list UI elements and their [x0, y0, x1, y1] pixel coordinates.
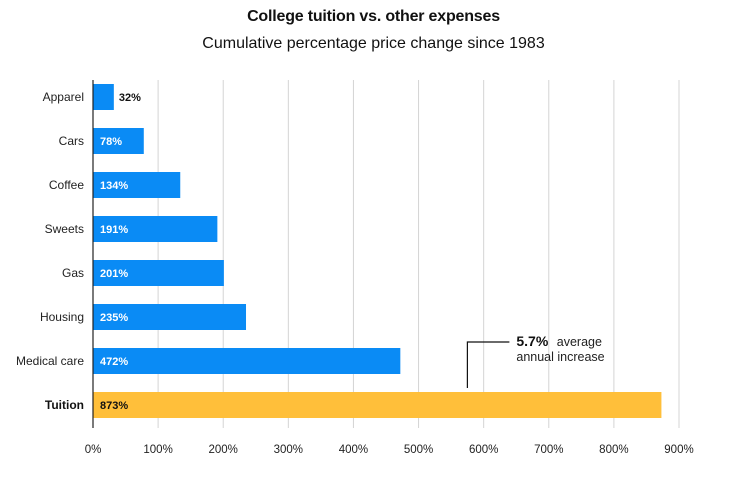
annotation: 5.7% average annual increase	[466, 333, 605, 388]
category-label: Gas	[62, 266, 84, 280]
bar	[93, 392, 662, 418]
category-label: Medical care	[16, 354, 84, 368]
x-tick-label: 900%	[664, 444, 693, 456]
bar-value-label: 472%	[100, 356, 128, 368]
bar	[93, 128, 144, 154]
x-tick-label: 800%	[599, 444, 628, 456]
chart-subtitle: Cumulative percentage price change since…	[202, 35, 545, 52]
bar-value-label: 201%	[100, 268, 128, 280]
value-labels: 32% 78% 134% 191% 201% 235% 472% 873%	[100, 92, 141, 412]
x-tick-label: 200%	[209, 444, 238, 456]
annotation-line-1: average	[557, 335, 602, 349]
x-tick-label: 600%	[469, 444, 498, 456]
x-axis-ticks: 0% 100% 200% 300% 400% 500% 600% 700% 800% 900%	[85, 444, 694, 456]
category-label: Tuition	[45, 398, 84, 412]
bars	[93, 84, 662, 418]
category-labels: Apparel Cars Coffee Sweets Gas Housing Medical…	[16, 90, 84, 412]
bar	[93, 348, 401, 374]
chart-title: College tuition vs. other expenses	[247, 8, 500, 25]
gridlines	[157, 80, 680, 428]
bar-value-label: 191%	[100, 224, 128, 236]
category-label: Coffee	[49, 178, 84, 192]
x-tick-label: 300%	[274, 444, 303, 456]
bar-value-label: 32%	[119, 92, 141, 104]
x-tick-label: 0%	[85, 444, 102, 456]
category-label: Cars	[59, 134, 84, 148]
bar	[93, 172, 181, 198]
bar-value-label: 134%	[100, 180, 128, 192]
annotation-value: 5.7%	[516, 333, 548, 349]
bar	[93, 304, 247, 330]
category-label: Apparel	[43, 90, 84, 104]
category-label: Sweets	[45, 222, 84, 236]
annotation-text: 5.7% average	[516, 333, 602, 350]
x-tick-label: 700%	[534, 444, 563, 456]
x-tick-label: 500%	[404, 444, 433, 456]
bar-value-label: 873%	[100, 400, 128, 412]
annotation-leader-line	[466, 341, 510, 388]
bar-value-label: 235%	[100, 312, 128, 324]
bar	[93, 260, 224, 286]
annotation-line-2: annual increase	[516, 350, 604, 364]
bar-value-label: 78%	[100, 136, 122, 148]
x-tick-label: 100%	[143, 444, 172, 456]
bar	[93, 216, 218, 242]
category-label: Housing	[40, 310, 84, 324]
x-tick-label: 400%	[339, 444, 368, 456]
bar	[93, 84, 114, 110]
